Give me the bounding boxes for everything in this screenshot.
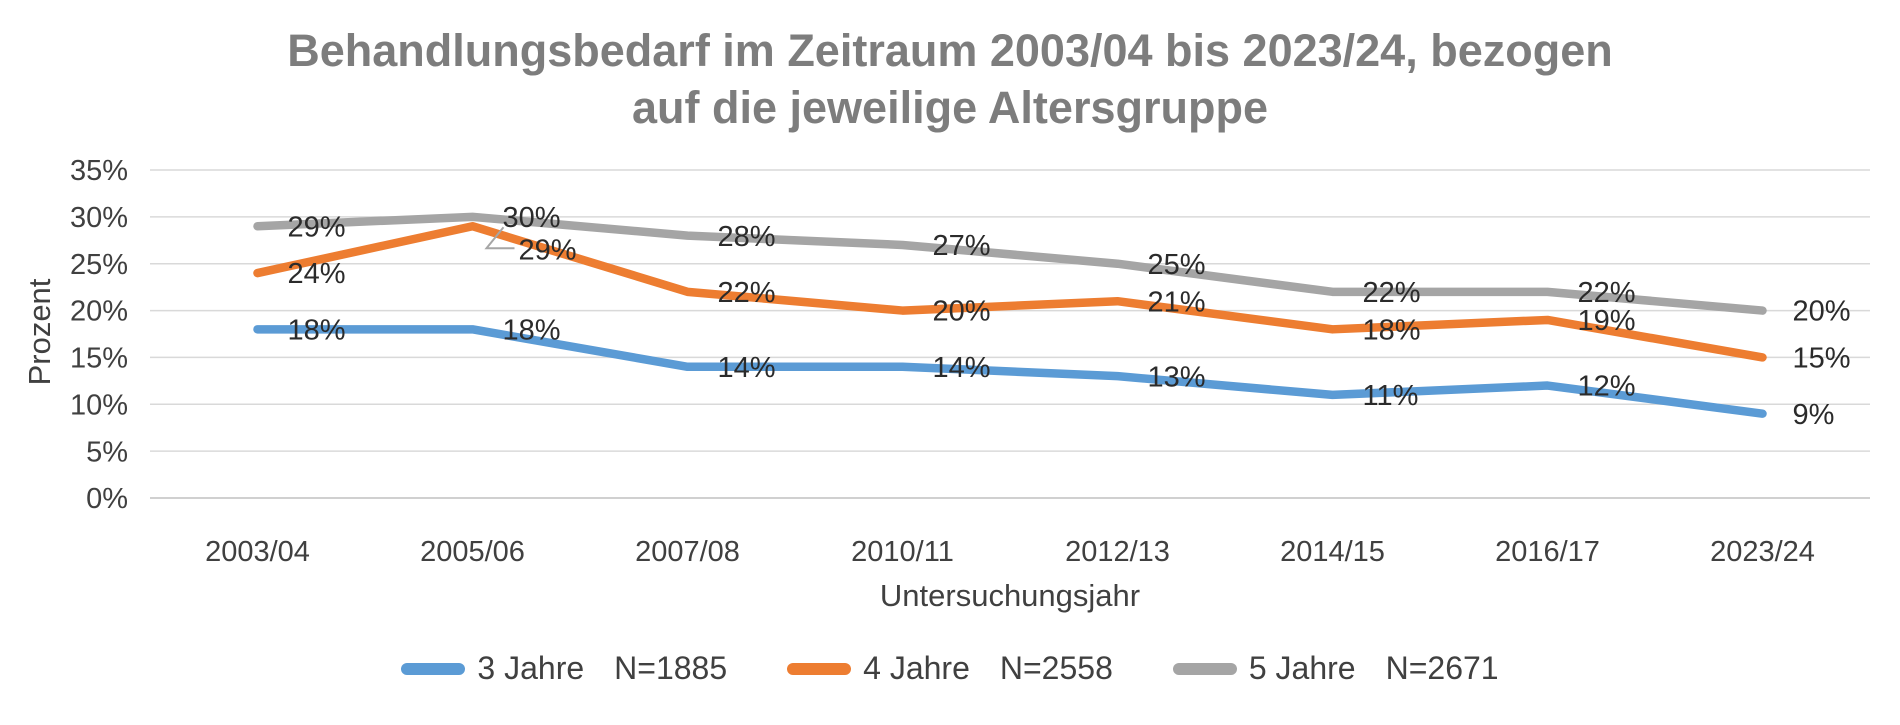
legend-item-3-jahre: 3 Jahre N=1885	[401, 650, 727, 687]
y-tick-label: 0%	[86, 483, 128, 515]
data-label: 14%	[933, 352, 991, 384]
legend-item-4-jahre: 4 Jahre N=2558	[787, 650, 1113, 687]
data-label: 19%	[1578, 305, 1636, 337]
data-label: 29%	[288, 211, 346, 243]
chart-title-line2: auf die jeweilige Altersgruppe	[632, 82, 1268, 133]
y-tick-label: 15%	[70, 343, 128, 375]
y-tick-label: 5%	[86, 436, 128, 468]
data-label: 29%	[519, 234, 577, 266]
legend-n-5-jahre: N=2671	[1385, 650, 1499, 686]
legend-swatch-4-jahre-icon	[787, 662, 852, 675]
data-label: 9%	[1793, 399, 1835, 431]
data-label: 22%	[1363, 277, 1421, 309]
data-label: 22%	[1578, 277, 1636, 309]
data-label: 22%	[718, 277, 776, 309]
data-label: 21%	[1148, 286, 1206, 318]
series-line-5-jahre	[253, 212, 1767, 315]
x-tick-label: 2010/11	[851, 536, 954, 568]
chart-title: Behandlungsbedarf im Zeitraum 2003/04 bi…	[0, 22, 1900, 136]
x-tick-label: 2014/15	[1280, 536, 1385, 568]
legend-label-5-jahre: 5 Jahre	[1248, 650, 1356, 686]
data-label: 11%	[1363, 380, 1419, 412]
y-tick-label: 25%	[70, 249, 128, 281]
y-tick-label: 30%	[70, 202, 128, 234]
x-tick-label: 2016/17	[1495, 536, 1600, 568]
legend-swatch-3-jahre-icon	[401, 662, 466, 675]
y-tick-label: 35%	[70, 155, 128, 187]
data-label: 20%	[933, 296, 991, 328]
legend-label-3-jahre: 3 Jahre	[477, 650, 585, 686]
legend: 3 Jahre N=1885 4 Jahre N=2558 5 Jahre N=…	[0, 650, 1900, 687]
data-label: 15%	[1793, 343, 1851, 375]
data-label: 18%	[288, 314, 346, 346]
x-tick-label: 2005/06	[420, 536, 525, 568]
x-tick-label: 2023/24	[1710, 536, 1815, 568]
legend-swatch-5-jahre-icon	[1172, 662, 1237, 675]
series-line-3-jahre	[253, 325, 1767, 418]
data-label: 27%	[933, 230, 991, 262]
series-line-4-jahre	[253, 221, 1767, 362]
data-label: 28%	[718, 221, 776, 253]
x-tick-label: 2012/13	[1065, 536, 1170, 568]
data-label: 13%	[1148, 361, 1206, 393]
data-label: 18%	[503, 314, 561, 346]
chart-title-line1: Behandlungsbedarf im Zeitraum 2003/04 bi…	[287, 25, 1613, 76]
data-label: 25%	[1148, 249, 1206, 281]
legend-item-5-jahre: 5 Jahre N=2671	[1172, 650, 1499, 687]
data-label: 24%	[288, 258, 346, 290]
legend-label-4-jahre: 4 Jahre	[863, 650, 970, 686]
y-tick-label: 10%	[70, 389, 128, 421]
data-label: 12%	[1578, 371, 1636, 403]
y-tick-label: 20%	[70, 296, 128, 328]
x-tick-label: 2007/08	[635, 536, 740, 568]
data-label: 30%	[503, 202, 561, 234]
x-axis-title: Untersuchungsjahr	[879, 578, 1141, 613]
data-label: 20%	[1793, 296, 1851, 328]
data-label: 18%	[1363, 314, 1421, 346]
x-tick-label: 2003/04	[205, 536, 310, 568]
legend-n-3-jahre: N=1885	[614, 650, 728, 686]
legend-n-4-jahre: N=2558	[999, 650, 1113, 686]
data-label: 14%	[718, 352, 776, 384]
leader-line	[484, 226, 515, 250]
